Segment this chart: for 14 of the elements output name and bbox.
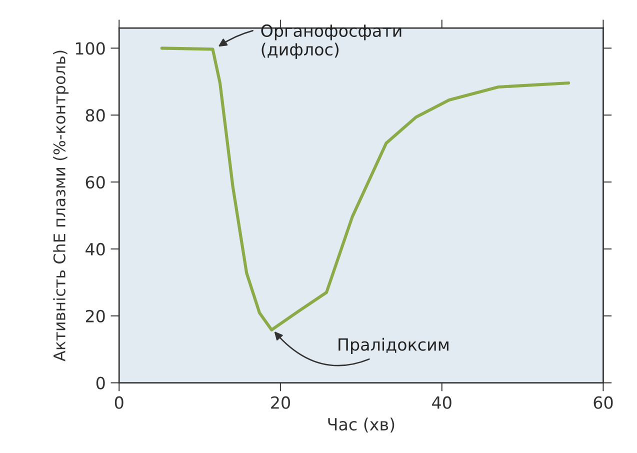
x-tick-label: 40 bbox=[432, 396, 452, 409]
x-tick-label: 0 bbox=[114, 396, 124, 409]
x-axis-title: Час (хв) bbox=[328, 418, 394, 433]
y-tick-label: 40 bbox=[86, 242, 105, 256]
y-tick-label: 20 bbox=[86, 310, 105, 322]
annotation: Органофосфати (дифлос) bbox=[261, 24, 402, 59]
x-tick-label: 60 bbox=[594, 396, 613, 409]
y-axis-title: Активність ChE плазми (%-контроль) bbox=[53, 50, 69, 362]
y-tick-label: 0 bbox=[96, 376, 105, 390]
annotation: Пралідоксим bbox=[338, 338, 448, 354]
x-tick-label: 20 bbox=[271, 396, 290, 409]
y-tick-label: 100 bbox=[76, 42, 105, 55]
y-tick-label: 60 bbox=[86, 176, 105, 189]
y-tick-label: 80 bbox=[86, 109, 105, 122]
